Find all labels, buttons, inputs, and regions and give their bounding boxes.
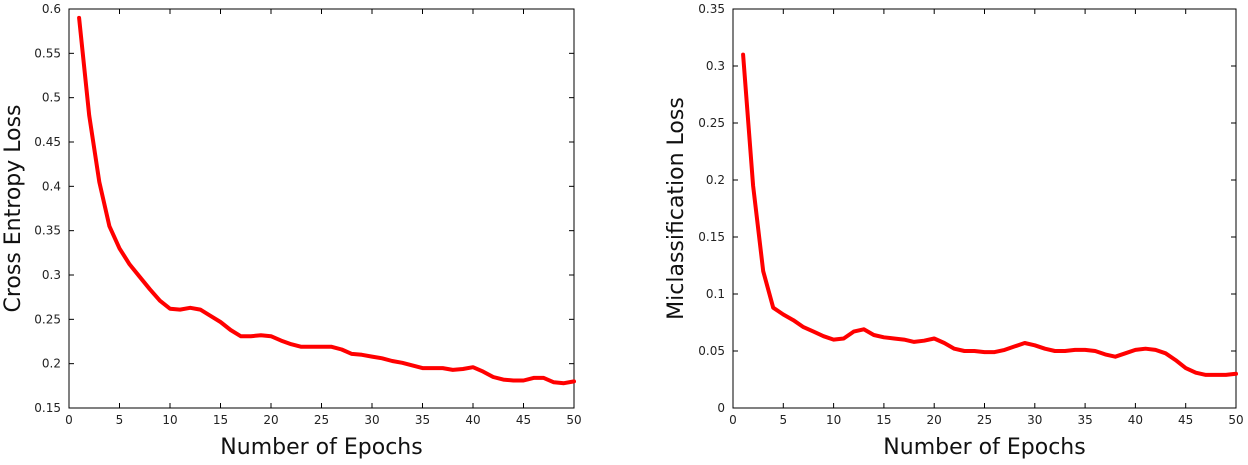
x-tick-label: 10 — [826, 413, 841, 427]
y-tick-label: 0.2 — [42, 357, 61, 371]
x-tick-label: 10 — [162, 413, 177, 427]
x-tick-label: 25 — [314, 413, 329, 427]
x-tick-label: 0 — [65, 413, 73, 427]
x-tick-label: 50 — [1228, 413, 1243, 427]
y-tick-label: 0.15 — [698, 230, 725, 244]
y-tick-label: 0.2 — [706, 173, 725, 187]
y-tick-label: 0.6 — [42, 2, 61, 16]
y-tick-label: 0.35 — [698, 2, 725, 16]
x-tick-label: 35 — [415, 413, 430, 427]
loss-series-line — [741, 52, 1238, 377]
y-tick-label: 0.5 — [42, 91, 61, 105]
x-tick-label: 0 — [729, 413, 737, 427]
y-axis-title: Miclassification Loss — [664, 97, 689, 320]
x-tick-label: 5 — [116, 413, 124, 427]
x-tick-label: 45 — [1178, 413, 1193, 427]
y-tick-label: 0.45 — [34, 135, 61, 149]
right-chart: 0 0.05 0.1 0.15 0.2 0.25 0.3 0.35 0 5 10 15 20 25 30 35… — [664, 2, 1244, 460]
loss-series-line — [77, 15, 576, 386]
y-tick-label: 0.4 — [42, 179, 61, 193]
x-tick-label: 30 — [364, 413, 379, 427]
x-tick-label: 45 — [516, 413, 531, 427]
y-tick-label: 0.25 — [34, 312, 61, 326]
x-tick-label: 15 — [213, 413, 228, 427]
y-tick-label: 0.35 — [34, 224, 61, 238]
x-axis-title: Number of Epochs — [883, 435, 1085, 460]
x-tick-label: 20 — [263, 413, 278, 427]
x-tick-label: 35 — [1077, 413, 1092, 427]
x-tick-label: 40 — [465, 413, 480, 427]
plot-area — [732, 8, 1237, 409]
y-tick-label: 0.55 — [34, 46, 61, 60]
x-tick-label: 20 — [927, 413, 942, 427]
y-tick-label: 0.25 — [698, 116, 725, 130]
y-tick-label: 0.05 — [698, 344, 725, 358]
x-tick-label: 50 — [566, 413, 581, 427]
y-tick-label: 0 — [717, 401, 725, 415]
y-axis-title: Cross Entropy Loss — [1, 104, 26, 312]
x-tick-label: 25 — [977, 413, 992, 427]
y-tick-label: 0.1 — [706, 287, 725, 301]
x-tick-label: 40 — [1128, 413, 1143, 427]
y-tick-label: 0.3 — [706, 59, 725, 73]
x-tick-label: 5 — [779, 413, 787, 427]
y-tick-label: 0.3 — [42, 268, 61, 282]
x-tick-label: 15 — [876, 413, 891, 427]
x-axis-title: Number of Epochs — [220, 435, 422, 460]
y-tick-label: 0.15 — [34, 401, 61, 415]
plot-area — [68, 8, 575, 409]
left-chart: 0.15 0.2 0.25 0.3 0.35 0.4 0.45 0.5 0.55 0.6 0 5 10 1… — [1, 2, 582, 460]
x-tick-label: 30 — [1027, 413, 1042, 427]
